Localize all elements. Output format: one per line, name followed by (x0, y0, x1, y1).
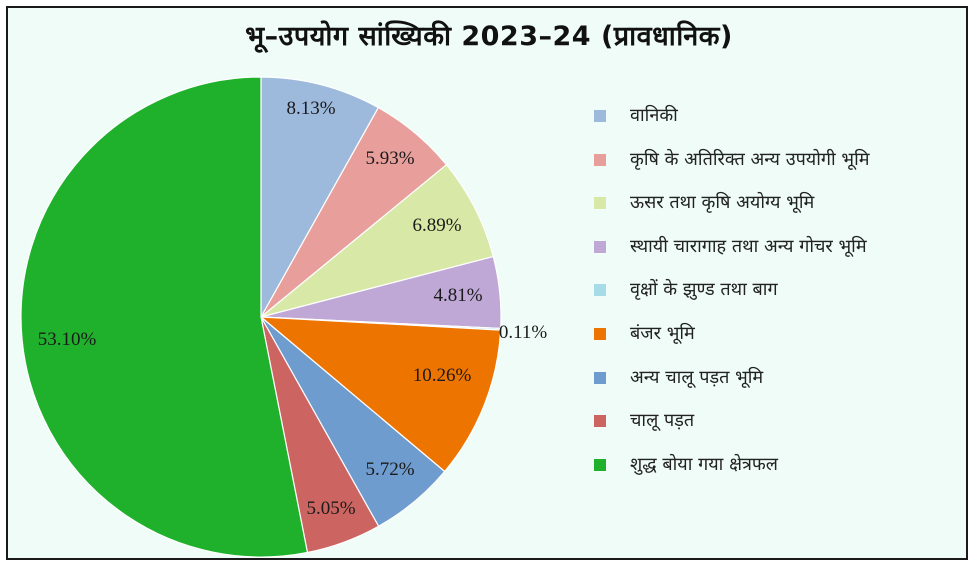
slice-value-label: 8.13% (286, 98, 335, 119)
pie-chart: 8.13% 5.93% 6.89% 4.81% 0.11% 10.26% 5.72% 5.05… (20, 76, 548, 558)
legend-label: स्थायी चारागाह तथा अन्य गोचर भूमि (630, 235, 867, 257)
legend-label: बंजर भूमि (630, 322, 695, 344)
pie-slice (20, 76, 309, 558)
legend-label: वानिकी (630, 105, 678, 126)
legend-item: चालू पड़त (594, 408, 870, 452)
legend-label: चालू पड़त (630, 410, 695, 432)
legend-item: ऊसर तथा कृषि अयोग्य भूमि (594, 190, 870, 234)
slice-value-label: 6.89% (412, 215, 461, 236)
legend-label: अन्य चालू पड़त भूमि (630, 366, 764, 388)
legend-item: बंजर भूमि (594, 321, 870, 365)
legend-item: वानिकी (594, 103, 870, 147)
slice-value-label: 10.26% (413, 365, 472, 386)
legend-swatch (594, 371, 606, 384)
legend-swatch (594, 284, 606, 297)
pie-slice (260, 163, 495, 318)
legend-swatch (594, 197, 606, 210)
pie-value-labels: 8.13% 5.93% 6.89% 4.81% 0.11% 10.26% 5.72% 5.05… (38, 98, 548, 519)
slice-value-label: 53.10% (38, 329, 97, 350)
slice-value-label: 5.93% (365, 148, 414, 169)
slice-value-label: 4.81% (433, 285, 482, 306)
slice-value-label: 0.11% (499, 322, 548, 343)
pie-slice (260, 76, 380, 320)
pie-slice (259, 316, 502, 473)
pie-slices (20, 76, 502, 558)
chart-title: भू–उपयोग सांख्यिकी 2023–24 (प्रावधानिक) (245, 21, 733, 52)
legend-swatch (594, 415, 606, 428)
chart-frame: भू–उपयोग सांख्यिकी 2023–24 (प्रावधानिक) … (6, 6, 968, 560)
legend-label: कृषि के अतिरिक्त अन्य उपयोगी भूमि (630, 148, 870, 170)
legend-swatch (594, 240, 606, 253)
legend-swatch (594, 327, 606, 340)
legend-label: शुद्ध बोया गया क्षेत्रफल (630, 453, 778, 475)
legend-swatch (594, 153, 606, 166)
slice-value-label: 5.05% (306, 498, 355, 519)
legend-item: अन्य चालू पड़त भूमि (594, 365, 870, 409)
legend-swatch (594, 458, 606, 471)
slice-value-label: 5.72% (365, 459, 414, 480)
legend-label: ऊसर तथा कृषि अयोग्य भूमि (630, 192, 815, 214)
legend-label: वृक्षों के झुण्ड तथा बाग (630, 279, 778, 301)
legend-item: स्थायी चारागाह तथा अन्य गोचर भूमि (594, 234, 870, 278)
legend-item: वृक्षों के झुण्ड तथा बाग (594, 277, 870, 321)
legend-item: शुद्ध बोया गया क्षेत्रफल (594, 452, 870, 496)
legend-swatch (594, 110, 606, 122)
legend-item: कृषि के अतिरिक्त अन्य उपयोगी भूमि (594, 147, 870, 191)
chart-legend: वानिकी कृषि के अतिरिक्त अन्य उपयोगी भूमि ऊ… (594, 103, 870, 495)
